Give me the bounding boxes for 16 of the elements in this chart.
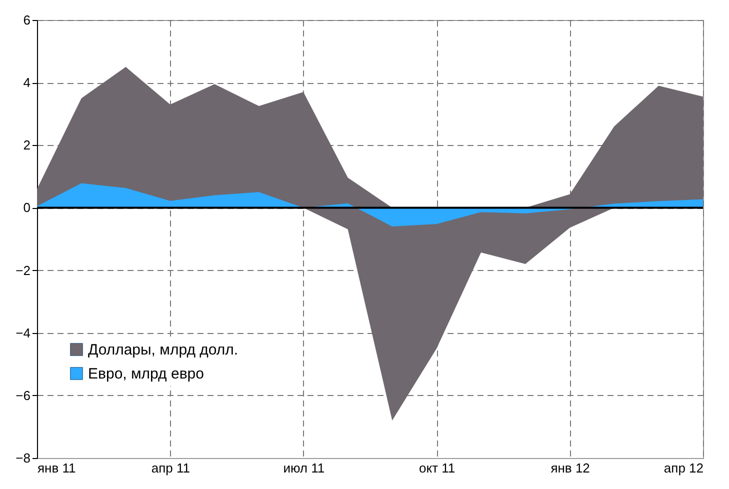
y-tick-label: 0 [23,200,30,216]
y-tick-label: −4 [16,325,30,340]
y-tick-label: −8 [16,450,30,466]
x-tick-label: апр 11 [151,460,190,476]
x-tick-label: янв 12 [550,460,590,476]
y-tick-label: 2 [23,138,30,153]
y-tick-label: −2 [16,262,30,278]
x-tick-label: июл 11 [283,460,325,476]
legend-label: Евро, млрд евро [88,366,204,382]
y-tick-label: 6 [23,12,30,28]
x-tick-label: янв 11 [38,460,76,476]
y-tick-label: 4 [23,75,30,90]
legend-label: Доллары, млрд долл. [88,342,238,358]
x-tick-label: окт 11 [419,460,456,476]
y-tick-label: −6 [16,388,30,403]
x-tick-label: апр 12 [664,460,704,476]
